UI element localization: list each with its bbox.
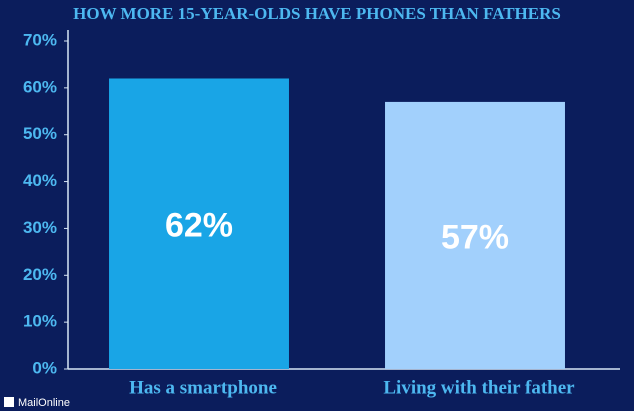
- x-tick-label: Has a smartphone: [129, 377, 277, 398]
- y-tick-label: 60%: [23, 77, 57, 96]
- bar: [385, 101, 565, 370]
- chart-title: HOW MORE 15-YEAR-OLDS HAVE PHONES THAN F…: [73, 4, 561, 23]
- x-tick-label: Living with their father: [383, 377, 575, 398]
- source-icon: [4, 397, 14, 407]
- y-tick-label: 20%: [23, 265, 57, 284]
- y-tick-label: 70%: [23, 30, 57, 49]
- y-tick-label: 40%: [23, 171, 57, 190]
- y-tick-label: 50%: [23, 124, 57, 143]
- bar: [109, 78, 289, 369]
- y-tick-label: 0%: [32, 358, 57, 377]
- source: MailOnline: [18, 397, 70, 409]
- y-tick-label: 10%: [23, 312, 57, 331]
- value-label: 62%: [165, 207, 233, 245]
- y-tick-label: 30%: [23, 218, 57, 237]
- value-label: 57%: [441, 218, 509, 256]
